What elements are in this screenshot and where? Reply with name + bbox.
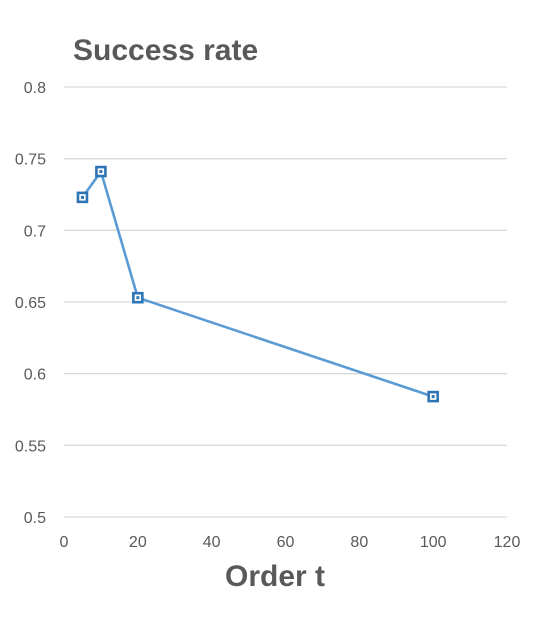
series-line-0 (81, 170, 434, 398)
y-tick-label: 0.6 (24, 367, 46, 384)
data-point (76, 191, 89, 204)
series-layer (76, 165, 439, 403)
data-point-marker-center (80, 195, 84, 199)
gridlines (64, 86, 507, 518)
data-point (427, 390, 439, 403)
data-point-marker-center (99, 170, 103, 174)
x-tick-label: 100 (420, 534, 447, 551)
data-point (95, 165, 107, 178)
x-tick-label: 120 (494, 534, 521, 551)
x-axis-label: Order t (225, 560, 325, 593)
x-axis-ticks: 0 20 40 60 80 100 120 (60, 534, 521, 551)
x-tick-label: 60 (277, 534, 295, 551)
data-point-marker-center (136, 296, 140, 300)
y-tick-label: 0.65 (15, 295, 46, 312)
x-tick-label: 80 (350, 534, 368, 551)
y-axis-ticks: 0.5 0.55 0.6 0.65 0.7 0.75 0.8 (15, 80, 46, 527)
data-point-marker-center (431, 395, 435, 399)
y-tick-label: 0.7 (24, 223, 46, 240)
y-tick-label: 0.5 (24, 510, 46, 527)
y-tick-label: 0.75 (15, 152, 46, 169)
data-point (132, 291, 144, 304)
x-tick-label: 0 (60, 534, 69, 551)
y-tick-label: 0.8 (24, 80, 46, 97)
x-tick-label: 40 (203, 534, 221, 551)
chart-title: Success rate (73, 34, 258, 67)
x-tick-label: 20 (129, 534, 147, 551)
y-tick-label: 0.55 (15, 438, 46, 455)
